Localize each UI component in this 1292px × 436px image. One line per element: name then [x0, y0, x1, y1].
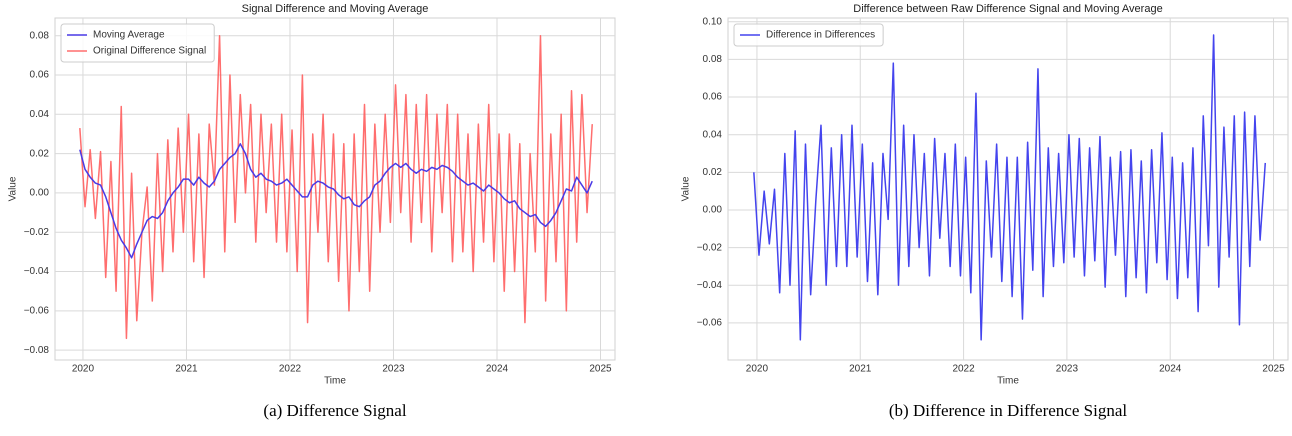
- x-tick-label: 2022: [279, 364, 302, 375]
- x-axis-label: Time: [997, 376, 1019, 387]
- caption: (b) Difference in Difference Signal: [889, 401, 1127, 420]
- x-tick-label: 2020: [746, 364, 769, 375]
- x-tick-label: 2023: [1056, 364, 1079, 375]
- y-tick-label: −0.04: [697, 280, 723, 291]
- x-tick-label: 2022: [952, 364, 975, 375]
- chart-title: Signal Difference and Moving Average: [242, 3, 429, 15]
- y-tick-label: −0.06: [24, 306, 50, 317]
- series-line: [79, 143, 593, 259]
- x-tick-label: 2024: [1159, 364, 1182, 375]
- y-tick-label: 0.04: [30, 109, 50, 120]
- y-tick-label: 0.08: [30, 30, 50, 41]
- y-axis-label: Value: [8, 176, 19, 201]
- y-tick-label: −0.08: [24, 345, 50, 356]
- y-tick-label: 0.06: [30, 70, 50, 81]
- y-axis-label: Value: [681, 176, 692, 201]
- y-tick-label: −0.02: [24, 227, 50, 238]
- y-tick-label: 0.02: [30, 148, 50, 159]
- series-line: [753, 34, 1267, 341]
- x-axis-label: Time: [324, 376, 346, 387]
- x-tick-label: 2025: [1262, 364, 1285, 375]
- x-tick-label: 2020: [72, 364, 95, 375]
- legend-label: Moving Average: [93, 30, 165, 41]
- legend-label: Difference in Differences: [766, 30, 875, 41]
- y-tick-label: −0.04: [24, 266, 50, 277]
- y-tick-label: 0.08: [703, 54, 723, 65]
- y-tick-label: 0.04: [703, 129, 723, 140]
- legend-label: Original Difference Signal: [93, 46, 206, 57]
- x-tick-label: 2024: [486, 364, 509, 375]
- chart-title: Difference between Raw Difference Signal…: [853, 3, 1162, 15]
- x-tick-label: 2021: [849, 364, 872, 375]
- x-tick-label: 2023: [382, 364, 405, 375]
- y-tick-label: −0.02: [697, 242, 723, 253]
- y-tick-label: 0.10: [703, 16, 723, 27]
- y-tick-label: 0.00: [30, 188, 50, 199]
- y-tick-label: 0.06: [703, 92, 723, 103]
- x-tick-label: 2021: [175, 364, 198, 375]
- y-tick-label: −0.06: [697, 318, 723, 329]
- legend-box: [60, 23, 215, 63]
- y-tick-label: 0.00: [703, 205, 723, 216]
- legend-box: [733, 23, 884, 47]
- caption: (a) Difference Signal: [263, 401, 406, 420]
- y-tick-label: 0.02: [703, 167, 723, 178]
- x-tick-label: 2025: [589, 364, 612, 375]
